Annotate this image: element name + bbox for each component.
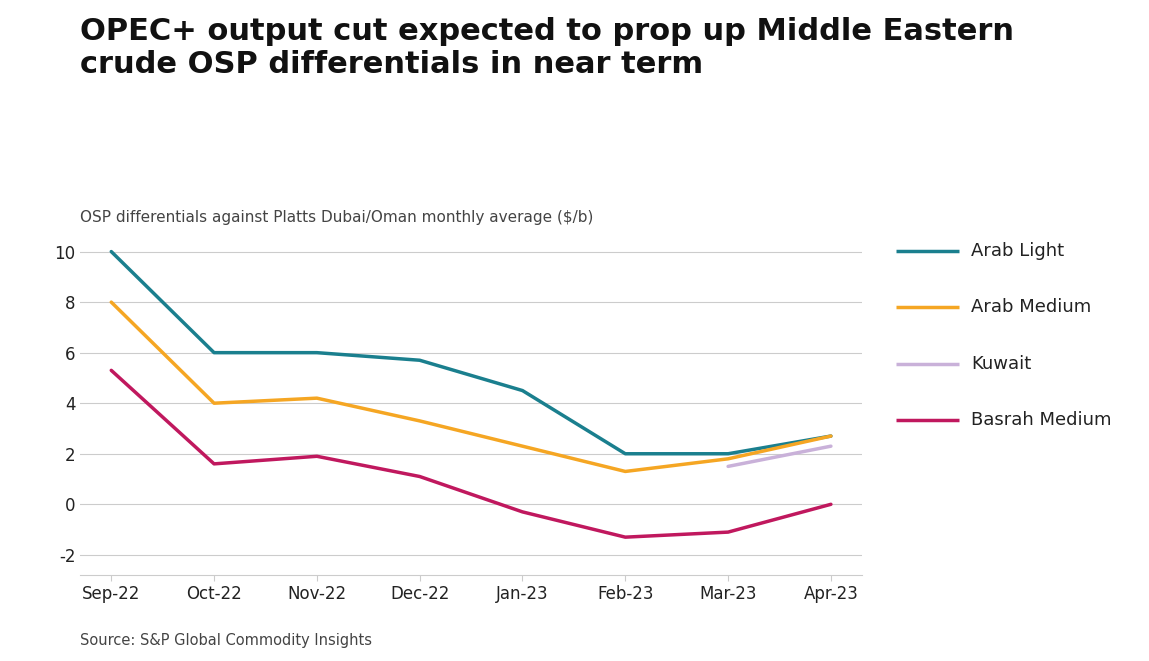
Arab Light [412, 356, 426, 364]
Arab Medium [516, 442, 530, 450]
Text: OPEC+ output cut expected to prop up Middle Eastern
crude OSP differentials in n: OPEC+ output cut expected to prop up Mid… [80, 17, 1015, 79]
Text: Arab Medium: Arab Medium [971, 298, 1092, 317]
Arab Medium [824, 432, 838, 440]
Line: Basrah Medium: Basrah Medium [111, 370, 831, 537]
Arab Medium [722, 455, 735, 463]
Kuwait [722, 463, 735, 471]
Arab Medium [618, 467, 632, 475]
Text: Source: S&P Global Commodity Insights: Source: S&P Global Commodity Insights [80, 633, 372, 648]
Basrah Medium [412, 473, 426, 481]
Text: Arab Light: Arab Light [971, 242, 1064, 260]
Arab Medium [105, 298, 118, 306]
Line: Arab Medium: Arab Medium [111, 302, 831, 471]
Arab Light [310, 349, 324, 357]
Arab Light [618, 449, 632, 457]
Arab Light [105, 248, 118, 256]
Basrah Medium [722, 528, 735, 536]
Basrah Medium [516, 508, 530, 516]
Arab Light [207, 349, 221, 357]
Text: OSP differentials against Platts Dubai/Oman monthly average ($/b): OSP differentials against Platts Dubai/O… [80, 210, 594, 225]
Basrah Medium [105, 366, 118, 374]
Kuwait [824, 442, 838, 450]
Line: Kuwait: Kuwait [728, 446, 831, 467]
Line: Arab Light: Arab Light [111, 252, 831, 453]
Arab Light [516, 387, 530, 395]
Arab Medium [412, 417, 426, 425]
Arab Medium [207, 399, 221, 407]
Basrah Medium [207, 460, 221, 468]
Arab Medium [310, 394, 324, 402]
Arab Light [722, 449, 735, 457]
Basrah Medium [618, 533, 632, 541]
Arab Light [824, 432, 838, 440]
Basrah Medium [310, 452, 324, 460]
Basrah Medium [824, 500, 838, 508]
Text: Kuwait: Kuwait [971, 354, 1031, 373]
Text: Basrah Medium: Basrah Medium [971, 410, 1111, 429]
